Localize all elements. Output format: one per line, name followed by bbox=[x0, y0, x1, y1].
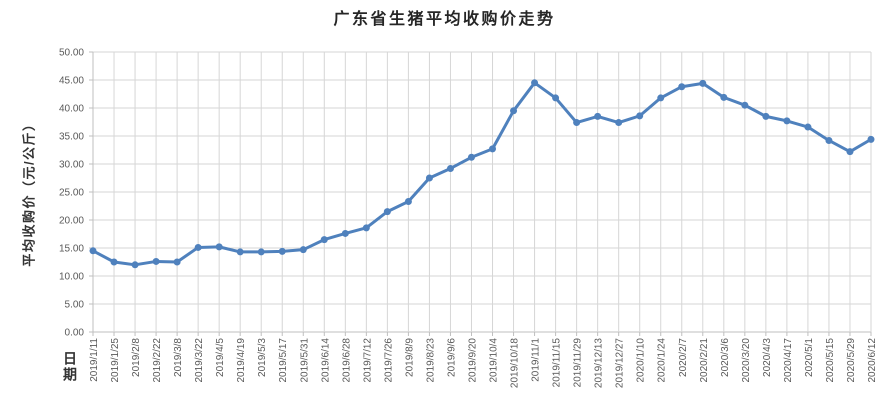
x-tick-label: 2019/10/4 bbox=[489, 338, 500, 383]
data-point-marker bbox=[720, 93, 728, 101]
x-tick-label: 2019/11/29 bbox=[573, 338, 584, 388]
x-tick-label: 2019/4/19 bbox=[236, 338, 247, 383]
x-tick-label: 2020/5/29 bbox=[846, 338, 857, 383]
x-tick-label: 2019/2/22 bbox=[152, 338, 163, 383]
x-tick-label: 2020/2/7 bbox=[678, 338, 689, 377]
data-point-marker bbox=[762, 112, 770, 120]
x-tick-label: 2019/4/5 bbox=[215, 338, 226, 377]
data-point-marker bbox=[425, 174, 433, 182]
data-point-marker bbox=[236, 248, 244, 256]
data-point-marker bbox=[320, 236, 328, 244]
data-point-marker bbox=[383, 208, 391, 216]
data-point-marker bbox=[825, 136, 833, 144]
data-point-marker bbox=[341, 229, 349, 237]
x-tick-label: 2019/2/8 bbox=[131, 338, 142, 377]
data-point-marker bbox=[573, 119, 581, 127]
y-tick-label: 20.00 bbox=[59, 216, 84, 227]
data-point-marker bbox=[615, 119, 623, 127]
y-tick-label: 10.00 bbox=[59, 272, 84, 283]
data-point-marker bbox=[278, 247, 286, 255]
y-tick-label: 25.00 bbox=[59, 188, 84, 199]
x-tick-label: 2019/10/18 bbox=[510, 338, 521, 388]
data-point-marker bbox=[699, 79, 707, 87]
x-tick-label: 2019/9/6 bbox=[446, 338, 457, 377]
y-tick-label: 0.00 bbox=[65, 328, 85, 339]
x-tick-label: 2019/6/28 bbox=[341, 338, 352, 383]
data-point-marker bbox=[194, 243, 202, 251]
data-point-marker bbox=[152, 257, 160, 265]
y-tick-label: 5.00 bbox=[65, 300, 85, 311]
data-point-marker bbox=[215, 243, 223, 251]
x-tick-label: 2020/5/15 bbox=[825, 338, 836, 383]
x-tick-label: 2019/11/15 bbox=[552, 338, 563, 388]
data-point-marker bbox=[89, 247, 97, 255]
x-tick-label: 2019/6/14 bbox=[320, 338, 331, 383]
data-point-marker bbox=[867, 135, 875, 143]
x-tick-label: 2019/12/27 bbox=[615, 338, 626, 388]
x-tick-label: 2020/6/12 bbox=[867, 338, 878, 383]
data-point-marker bbox=[404, 198, 412, 206]
y-tick-label: 40.00 bbox=[59, 104, 84, 115]
data-point-marker bbox=[110, 258, 118, 266]
data-point-marker bbox=[552, 94, 560, 102]
data-point-marker bbox=[362, 224, 370, 232]
x-tick-label: 2020/1/24 bbox=[657, 338, 668, 383]
x-axis-title: 日期 bbox=[62, 351, 78, 383]
x-tick-label: 2020/4/3 bbox=[762, 338, 773, 377]
data-point-marker bbox=[594, 112, 602, 120]
x-tick-label: 2019/12/13 bbox=[594, 338, 605, 388]
x-tick-label: 2019/7/12 bbox=[362, 338, 373, 383]
data-point-marker bbox=[636, 112, 644, 120]
data-point-marker bbox=[489, 145, 497, 153]
x-tick-label: 2019/5/31 bbox=[299, 338, 310, 383]
x-tick-label: 2019/5/3 bbox=[257, 338, 268, 377]
data-point-marker bbox=[257, 248, 265, 256]
data-point-marker bbox=[446, 164, 454, 172]
y-tick-label: 15.00 bbox=[59, 244, 84, 255]
data-point-marker bbox=[846, 148, 854, 156]
price-line-series bbox=[91, 81, 873, 267]
x-tick-label: 2019/1/11 bbox=[89, 338, 100, 382]
x-tick-label: 2020/4/17 bbox=[783, 338, 794, 383]
data-point-marker bbox=[741, 101, 749, 109]
data-point-marker bbox=[131, 261, 139, 269]
x-tick-label: 2020/3/20 bbox=[741, 338, 752, 383]
data-point-marker bbox=[467, 153, 475, 161]
data-point-marker bbox=[678, 83, 686, 91]
data-point-marker bbox=[173, 258, 181, 266]
y-tick-label: 35.00 bbox=[59, 132, 84, 143]
x-tick-label: 2019/9/20 bbox=[467, 338, 478, 383]
y-tick-label: 30.00 bbox=[59, 160, 84, 171]
x-tick-label: 2019/8/9 bbox=[404, 338, 415, 377]
x-tick-label: 2020/1/10 bbox=[636, 338, 647, 383]
data-point-marker bbox=[531, 79, 539, 87]
y-tick-label: 50.00 bbox=[59, 48, 84, 59]
chart-title: 广东省生猪平均收购价走势 bbox=[333, 11, 556, 28]
x-tick-label: 2019/8/23 bbox=[425, 338, 436, 383]
x-tick-label: 2020/3/6 bbox=[720, 338, 731, 377]
x-tick-label: 2020/5/1 bbox=[804, 338, 815, 377]
x-tick-label: 2019/1/25 bbox=[110, 338, 121, 383]
data-point-marker bbox=[510, 107, 518, 115]
x-tick-label: 2019/5/17 bbox=[278, 338, 289, 383]
x-tick-label: 2019/3/8 bbox=[173, 338, 184, 377]
x-tick-label: 2019/7/26 bbox=[383, 338, 394, 383]
data-point-marker bbox=[804, 123, 812, 131]
data-point-marker bbox=[657, 94, 665, 102]
x-tick-label: 2019/11/1 bbox=[531, 338, 542, 382]
data-point-marker bbox=[299, 246, 307, 254]
x-tick-label: 2019/3/22 bbox=[194, 338, 205, 383]
y-tick-label: 45.00 bbox=[59, 76, 84, 87]
data-point-marker bbox=[783, 117, 791, 125]
x-tick-label: 2020/2/21 bbox=[699, 338, 710, 383]
